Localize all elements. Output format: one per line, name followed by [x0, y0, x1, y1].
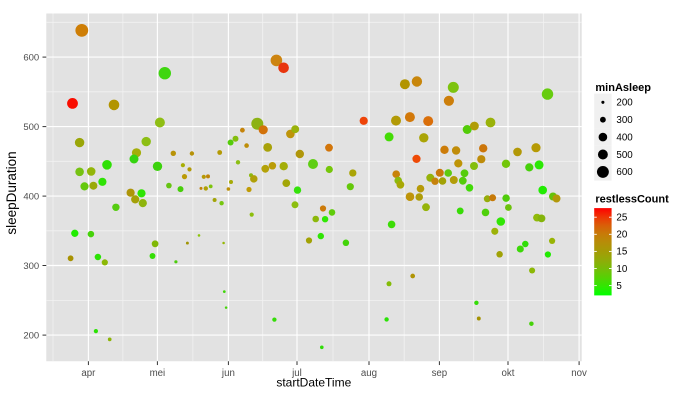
- svg-text:nov: nov: [571, 368, 587, 379]
- svg-text:400: 400: [616, 132, 633, 143]
- svg-text:jun: jun: [221, 368, 235, 379]
- svg-text:300: 300: [616, 115, 633, 126]
- svg-text:aug: aug: [361, 368, 377, 379]
- svg-text:sleepDuration: sleepDuration: [4, 151, 19, 234]
- svg-text:200: 200: [616, 98, 633, 109]
- svg-text:25: 25: [616, 213, 627, 224]
- svg-text:apr: apr: [81, 368, 96, 379]
- svg-text:minAsleep: minAsleep: [595, 82, 651, 94]
- svg-text:500: 500: [616, 150, 633, 161]
- svg-text:200: 200: [23, 331, 39, 342]
- svg-text:600: 600: [23, 53, 39, 64]
- svg-text:mei: mei: [150, 368, 166, 379]
- svg-text:400: 400: [23, 192, 39, 203]
- svg-text:okt: okt: [502, 368, 515, 379]
- svg-text:10: 10: [616, 264, 627, 275]
- svg-text:startDateTime: startDateTime: [276, 376, 351, 390]
- svg-text:restlessCount: restlessCount: [595, 194, 669, 206]
- svg-text:sep: sep: [432, 368, 448, 379]
- svg-text:jul: jul: [291, 368, 302, 379]
- svg-text:15: 15: [616, 247, 627, 258]
- svg-text:20: 20: [616, 230, 627, 241]
- svg-text:5: 5: [616, 281, 622, 292]
- svg-text:600: 600: [616, 167, 633, 178]
- svg-text:300: 300: [23, 261, 39, 272]
- svg-text:500: 500: [23, 122, 39, 133]
